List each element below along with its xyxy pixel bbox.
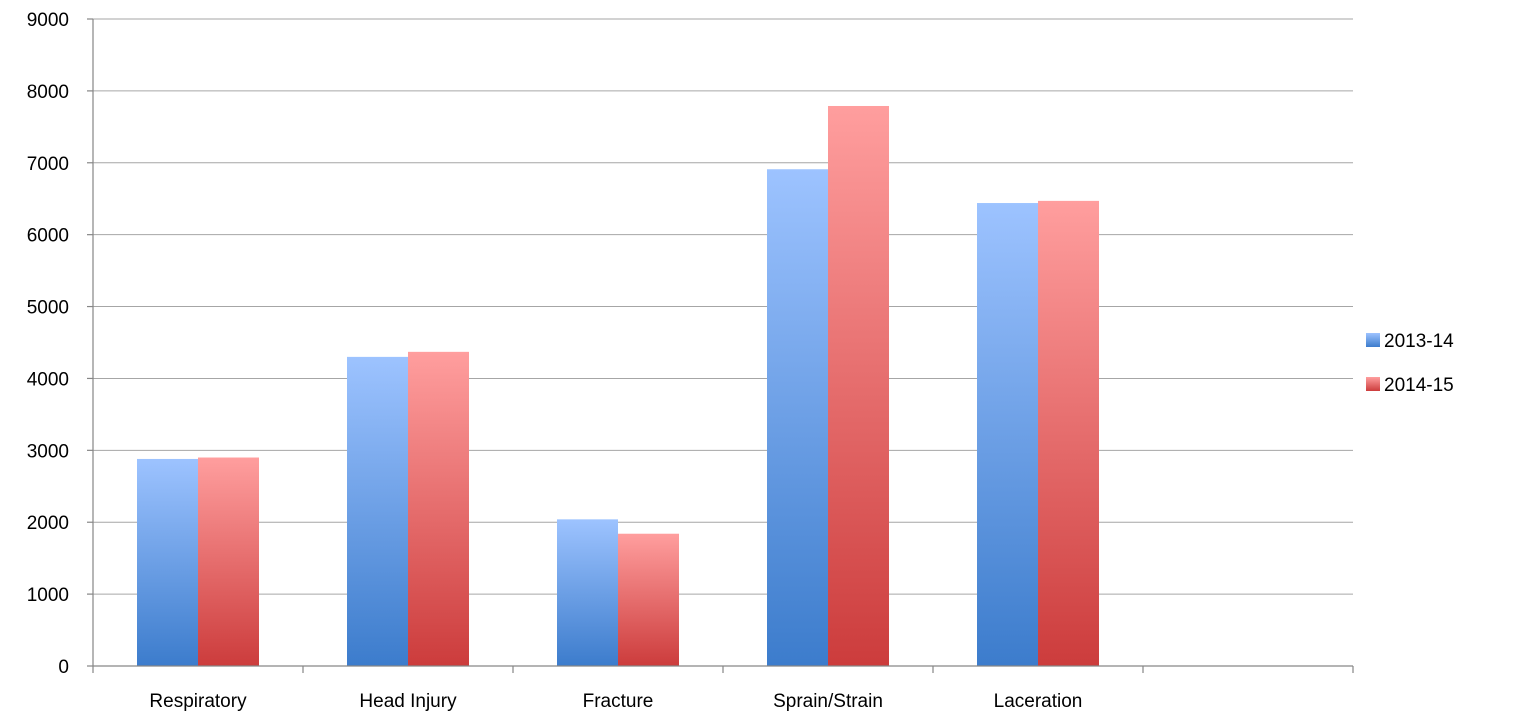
bar-2014-15 xyxy=(828,105,889,667)
bar-2014-15 xyxy=(198,457,259,666)
legend-label: 2013-14 xyxy=(1384,331,1454,352)
x-category-label: Fracture xyxy=(583,691,654,712)
bar-2013-14 xyxy=(977,203,1038,666)
y-tick-label: 9000 xyxy=(27,10,69,31)
bar-2014-15 xyxy=(1038,200,1099,666)
axes xyxy=(87,18,1354,673)
y-tick-label: 7000 xyxy=(27,154,69,175)
bar-2014-15 xyxy=(408,351,469,666)
gridlines xyxy=(93,18,1353,595)
y-tick-label: 3000 xyxy=(27,441,69,462)
bar-2013-14 xyxy=(347,356,408,666)
bar-2014-15 xyxy=(618,533,679,666)
x-category-label: Head Injury xyxy=(359,691,457,712)
y-tick-label: 8000 xyxy=(27,82,69,103)
y-tick-labels: 0 1000 2000 3000 4000 5000 6000 7000 8000 9000 xyxy=(27,10,69,678)
y-tick-label: 5000 xyxy=(27,298,69,319)
x-category-label: Laceration xyxy=(994,691,1083,712)
x-category-labels: Respiratory Head Injury Fracture Sprain/Str… xyxy=(149,691,1082,712)
bar-2013-14 xyxy=(557,519,618,666)
legend: 2013-14 2014-15 xyxy=(1366,331,1454,396)
y-tick-label: 4000 xyxy=(27,369,69,390)
y-tick-label: 1000 xyxy=(27,585,69,606)
y-tick-label: 2000 xyxy=(27,513,69,534)
legend-label: 2014-15 xyxy=(1384,375,1454,396)
bar-2013-14 xyxy=(767,169,828,666)
legend-swatch xyxy=(1366,333,1380,347)
y-tick-label: 6000 xyxy=(27,226,69,247)
x-category-label: Sprain/Strain xyxy=(773,691,883,712)
y-tick-label: 0 xyxy=(58,657,69,678)
bars xyxy=(137,105,1099,667)
x-category-label: Respiratory xyxy=(149,691,247,712)
bar-2013-14 xyxy=(137,458,198,666)
legend-swatch xyxy=(1366,377,1380,391)
